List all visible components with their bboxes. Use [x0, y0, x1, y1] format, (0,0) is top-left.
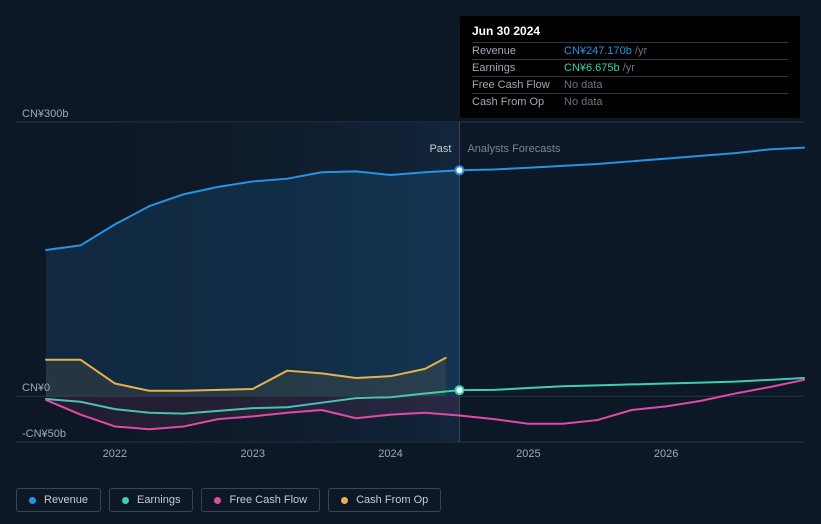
x-axis-label: 2024: [378, 448, 402, 460]
tooltip-label: Cash From Op: [472, 96, 564, 108]
x-axis-label: 2022: [103, 448, 127, 460]
x-axis-label: 2026: [654, 448, 678, 460]
legend-item-revenue[interactable]: Revenue: [16, 488, 101, 512]
legend-dot: [341, 497, 348, 504]
tooltip-label: Earnings: [472, 62, 564, 74]
chart-tooltip: Jun 30 2024 RevenueCN¥247.170b/yrEarning…: [460, 16, 800, 118]
legend-dot: [29, 497, 36, 504]
legend-item-earnings[interactable]: Earnings: [109, 488, 193, 512]
legend-item-cfo[interactable]: Cash From Op: [328, 488, 441, 512]
tooltip-unit: /yr: [635, 45, 647, 57]
legend-label: Revenue: [44, 494, 88, 506]
x-axis-label: 2025: [516, 448, 540, 460]
legend-label: Cash From Op: [356, 494, 428, 506]
y-axis-label: CN¥300b: [22, 108, 68, 120]
x-axis-label: 2023: [240, 448, 264, 460]
tooltip-unit: /yr: [623, 62, 635, 74]
tooltip-row: RevenueCN¥247.170b/yr: [472, 42, 788, 59]
chart-legend: Revenue Earnings Free Cash Flow Cash From O…: [16, 488, 441, 512]
tooltip-value: CN¥247.170b: [564, 45, 632, 57]
tooltip-date: Jun 30 2024: [472, 24, 788, 42]
financials-chart: Past Analysts Forecasts: [16, 122, 804, 452]
forecast-label: Analysts Forecasts: [467, 143, 560, 155]
past-label: Past: [429, 143, 451, 155]
legend-item-fcf[interactable]: Free Cash Flow: [201, 488, 320, 512]
tooltip-row: Free Cash FlowNo data: [472, 76, 788, 93]
tooltip-row: EarningsCN¥6.675b/yr: [472, 59, 788, 76]
tooltip-value: No data: [564, 79, 603, 91]
legend-dot: [214, 497, 221, 504]
tooltip-label: Free Cash Flow: [472, 79, 564, 91]
tooltip-label: Revenue: [472, 45, 564, 57]
tooltip-row: Cash From OpNo data: [472, 93, 788, 110]
tooltip-value: CN¥6.675b: [564, 62, 620, 74]
y-axis-label: -CN¥50b: [22, 428, 66, 440]
legend-dot: [122, 497, 129, 504]
legend-label: Earnings: [137, 494, 180, 506]
chart-svg: Past Analysts Forecasts: [16, 122, 804, 452]
y-axis-label: CN¥0: [22, 382, 50, 394]
legend-label: Free Cash Flow: [229, 494, 307, 506]
tooltip-value: No data: [564, 96, 603, 108]
